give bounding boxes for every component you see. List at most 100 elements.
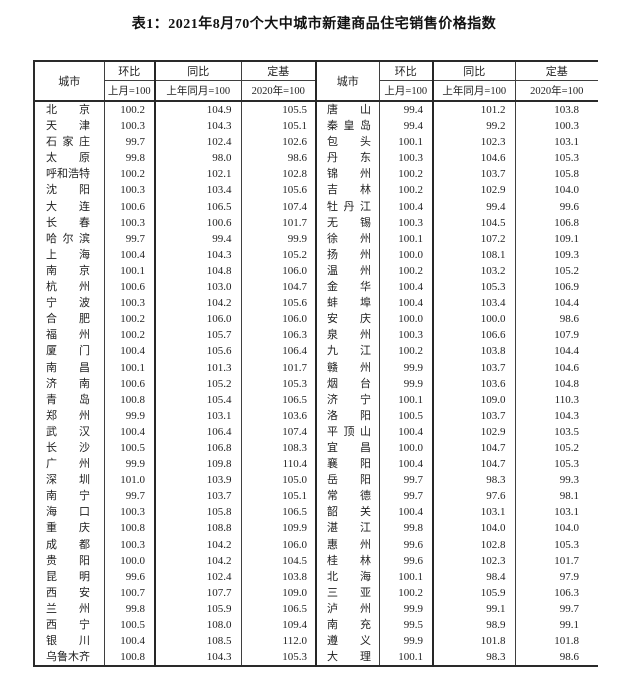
city-cell: 厦门 — [34, 343, 104, 359]
city-name: 襄阳 — [327, 458, 371, 471]
index-value-cell: 100.4 — [378, 423, 433, 440]
index-value-cell: 99.4 — [432, 198, 515, 215]
index-value-cell: 100.3 — [103, 118, 155, 135]
city-name: 泸州 — [327, 602, 371, 615]
table-row: 郑州 99.9 103.1 103.6 洛阳 100.5 103.7 104.3 — [34, 407, 598, 424]
table-row: 武汉 100.4 106.4 107.4 平顶山 100.4 102.9 103.5 — [34, 423, 598, 440]
index-value-cell: 99.7 — [103, 488, 155, 505]
index-value-cell: 100.3 — [378, 150, 433, 167]
table-row: 合肥 100.2 106.0 106.0 安庆 100.0 100.0 98.6 — [34, 311, 598, 328]
city-cell: 宜昌 — [315, 439, 379, 457]
city-cell: 宁波 — [34, 295, 104, 311]
city-cell: 上海 — [34, 247, 104, 263]
city-cell: 兰州 — [34, 601, 104, 617]
index-value-cell: 104.4 — [514, 295, 598, 312]
city-name: 郑州 — [46, 409, 90, 422]
header-fixedbase-right: 定基 — [514, 61, 598, 81]
city-name: 南京 — [46, 264, 90, 277]
index-value-cell: 108.5 — [154, 633, 241, 650]
table-row: 乌鲁木齐 100.8 104.3 105.3 大理 100.1 98.3 98.6 — [34, 649, 598, 667]
index-value-cell: 101.3 — [154, 359, 241, 376]
index-value-cell: 105.3 — [514, 536, 598, 553]
city-name: 泉州 — [327, 329, 371, 342]
index-value-cell: 100.2 — [378, 262, 433, 280]
index-value-cell: 99.9 — [240, 230, 316, 247]
index-value-cell: 100.3 — [103, 214, 155, 231]
table-row: 北京 100.2 104.9 105.5 唐山 99.4 101.2 103.8 — [34, 101, 598, 119]
city-name: 济南 — [46, 377, 90, 390]
index-value-cell: 100.0 — [378, 439, 433, 457]
table-row: 长春 100.3 100.6 101.7 无锡 100.3 104.5 106.8 — [34, 214, 598, 231]
index-value-cell: 99.4 — [378, 101, 433, 119]
city-name: 杭州 — [46, 281, 90, 294]
index-value-cell: 99.2 — [432, 118, 515, 135]
index-value-cell: 109.4 — [240, 617, 316, 634]
index-value-cell: 105.2 — [514, 439, 598, 457]
city-cell: 岳阳 — [315, 472, 379, 489]
index-value-cell: 100.6 — [103, 279, 155, 296]
city-name: 平顶山 — [327, 425, 371, 438]
header-city-right: 城市 — [315, 61, 379, 101]
index-value-cell: 106.4 — [240, 343, 316, 360]
city-name: 乌鲁木齐 — [46, 651, 90, 664]
city-cell: 海口 — [34, 504, 104, 520]
city-name: 桂林 — [327, 554, 371, 567]
city-cell: 北海 — [315, 568, 379, 585]
city-name: 天津 — [46, 120, 90, 133]
city-name: 金华 — [327, 281, 371, 294]
index-value-cell: 103.1 — [432, 504, 515, 521]
city-name: 厦门 — [46, 345, 90, 358]
index-value-cell: 104.8 — [154, 262, 241, 280]
index-value-cell: 100.2 — [378, 584, 433, 601]
city-name: 北海 — [327, 570, 371, 583]
index-value-cell: 102.1 — [154, 166, 241, 183]
index-value-cell: 105.3 — [432, 279, 515, 296]
city-cell: 呼和浩特 — [34, 166, 104, 182]
header-yoy-right: 同比 — [432, 61, 515, 81]
index-value-cell: 103.6 — [432, 375, 515, 392]
city-cell: 丹东 — [315, 150, 379, 167]
city-name: 锦州 — [327, 168, 371, 181]
index-value-cell: 100.3 — [103, 295, 155, 312]
city-name: 湛江 — [327, 522, 371, 535]
city-cell: 包头 — [315, 134, 379, 151]
city-name: 安庆 — [327, 313, 371, 326]
city-cell: 平顶山 — [315, 423, 379, 440]
city-cell: 温州 — [315, 262, 379, 280]
city-name: 济宁 — [327, 393, 371, 406]
index-value-cell: 105.6 — [240, 182, 316, 199]
table-header: 城市 环比 同比 定基 城市 环比 同比 定基 上月=100 上年同月=100 … — [34, 61, 598, 101]
index-value-cell: 106.0 — [240, 536, 316, 553]
index-value-cell: 100.3 — [378, 327, 433, 344]
index-value-cell: 103.1 — [514, 134, 598, 151]
city-name: 赣州 — [327, 361, 371, 374]
city-cell: 福州 — [34, 327, 104, 343]
city-name: 哈尔滨 — [46, 232, 90, 245]
index-value-cell: 104.0 — [514, 520, 598, 537]
index-value-cell: 110.3 — [514, 391, 598, 408]
index-value-cell: 109.8 — [154, 456, 241, 473]
city-cell: 韶关 — [315, 504, 379, 521]
city-cell: 洛阳 — [315, 407, 379, 424]
index-value-cell: 100.3 — [103, 536, 155, 553]
city-name: 扬州 — [327, 248, 371, 261]
index-value-cell: 98.3 — [432, 649, 515, 667]
index-value-cell: 105.7 — [154, 327, 241, 344]
index-value-cell: 104.6 — [514, 359, 598, 376]
table-row: 哈尔滨 99.7 99.4 99.9 徐州 100.1 107.2 109.1 — [34, 230, 598, 247]
index-value-cell: 104.0 — [514, 182, 598, 199]
city-cell: 无锡 — [315, 214, 379, 231]
index-value-cell: 100.3 — [103, 504, 155, 521]
index-value-cell: 107.9 — [514, 327, 598, 344]
city-name: 长沙 — [46, 441, 90, 454]
index-value-cell: 103.9 — [154, 472, 241, 489]
table-body: 北京 100.2 104.9 105.5 唐山 99.4 101.2 103.8 天津 100.3… — [34, 101, 598, 667]
index-value-cell: 104.3 — [154, 246, 241, 263]
index-value-cell: 100.1 — [103, 359, 155, 376]
index-value-cell: 99.8 — [378, 520, 433, 537]
index-value-cell: 104.7 — [432, 439, 515, 457]
index-value-cell: 100.4 — [103, 343, 155, 360]
index-value-cell: 99.4 — [154, 230, 241, 247]
city-cell: 金华 — [315, 279, 379, 296]
city-cell: 贵阳 — [34, 553, 104, 569]
